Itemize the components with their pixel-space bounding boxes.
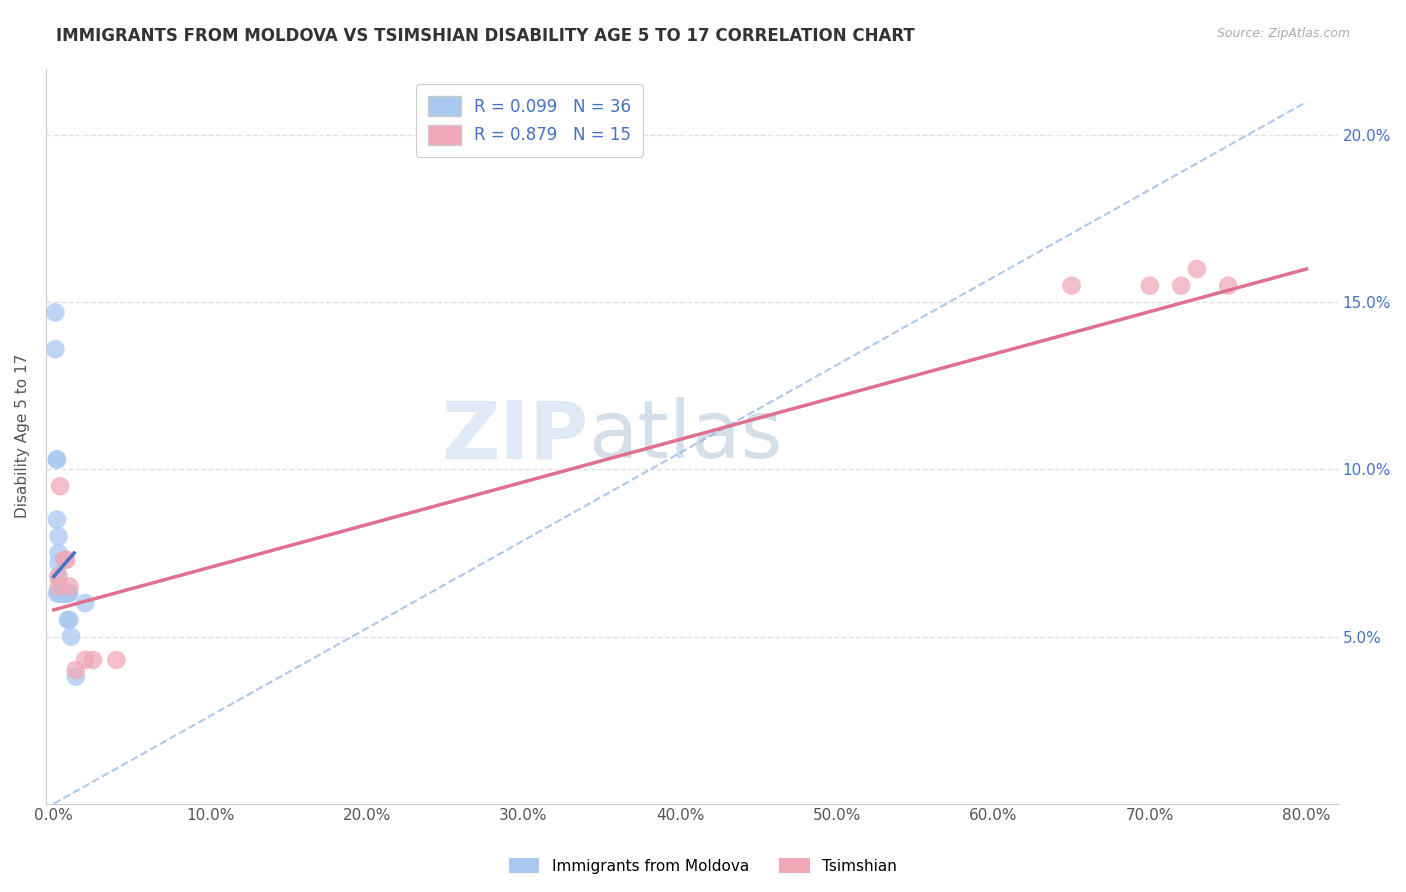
Point [53, 586, 76, 600]
Point [44, 342, 66, 356]
Point [49, 479, 72, 493]
Point [48, 579, 70, 593]
Point [44, 305, 66, 319]
Point [52, 586, 75, 600]
Point [1218, 278, 1240, 293]
Point [48, 529, 70, 543]
Legend: R = 0.099   N = 36, R = 0.879   N = 15: R = 0.099 N = 36, R = 0.879 N = 15 [416, 84, 643, 156]
Point [49, 586, 72, 600]
Point [48, 586, 70, 600]
Point [52, 586, 75, 600]
Point [51, 586, 73, 600]
Point [49, 586, 72, 600]
Text: atlas: atlas [589, 397, 783, 475]
Point [56, 613, 79, 627]
Point [51, 586, 73, 600]
Point [52, 586, 75, 600]
Point [60, 630, 83, 644]
Point [45, 452, 67, 467]
Point [58, 613, 80, 627]
Point [49, 586, 72, 600]
Point [105, 653, 128, 667]
Point [82, 653, 104, 667]
Point [65, 663, 87, 677]
Point [53, 552, 76, 566]
Point [1060, 278, 1083, 293]
Point [45, 586, 67, 600]
Point [75, 596, 97, 610]
Point [48, 569, 70, 583]
Point [55, 552, 77, 566]
Point [48, 556, 70, 570]
Point [48, 546, 70, 560]
Point [45, 513, 67, 527]
Point [49, 586, 72, 600]
Text: IMMIGRANTS FROM MOLDOVA VS TSIMSHIAN DISABILITY AGE 5 TO 17 CORRELATION CHART: IMMIGRANTS FROM MOLDOVA VS TSIMSHIAN DIS… [56, 27, 915, 45]
Text: Source: ZipAtlas.com: Source: ZipAtlas.com [1216, 27, 1350, 40]
Point [75, 653, 97, 667]
Point [48, 569, 70, 583]
Point [58, 579, 80, 593]
Point [49, 586, 72, 600]
Point [55, 586, 77, 600]
Legend: Immigrants from Moldova, Tsimshian: Immigrants from Moldova, Tsimshian [503, 852, 903, 880]
Point [56, 586, 79, 600]
Point [53, 586, 76, 600]
Point [51, 586, 73, 600]
Text: ZIP: ZIP [441, 397, 589, 475]
Point [65, 670, 87, 684]
Point [45, 452, 67, 467]
Point [51, 586, 73, 600]
Y-axis label: Disability Age 5 to 17: Disability Age 5 to 17 [15, 354, 30, 518]
Point [1185, 262, 1208, 277]
Point [56, 586, 79, 600]
Point [1139, 278, 1161, 293]
Point [49, 586, 72, 600]
Point [58, 586, 80, 600]
Point [55, 586, 77, 600]
Point [1170, 278, 1192, 293]
